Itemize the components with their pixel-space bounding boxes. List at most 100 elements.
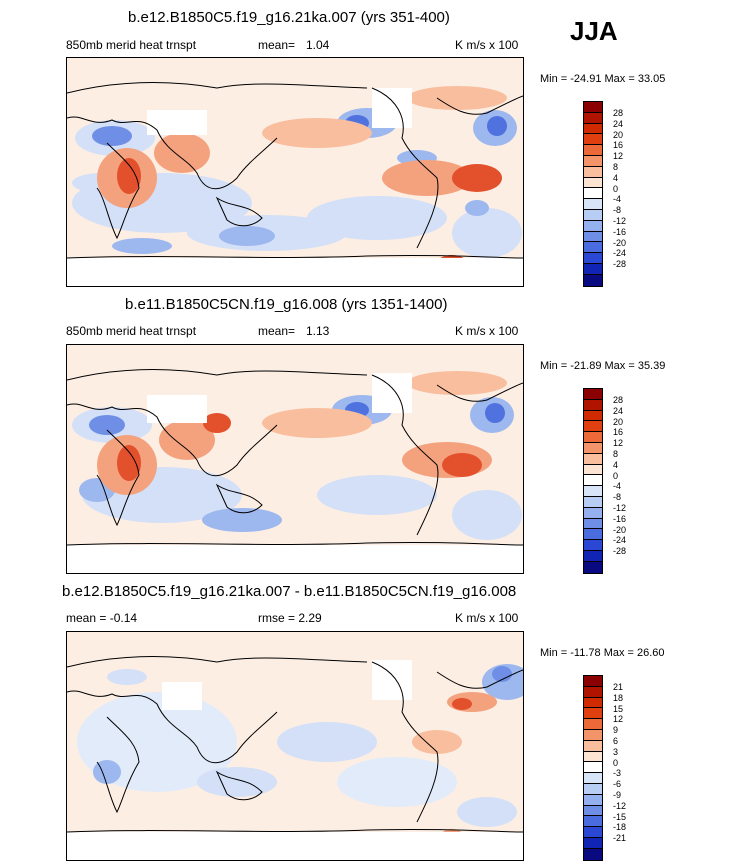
colorbar-tick-label: 9 [613, 725, 619, 736]
colorbar-swatch [584, 762, 602, 774]
colorbar-swatch [584, 199, 602, 210]
colorbar-swatch [584, 145, 602, 156]
colorbar-tick-label: 21 [613, 682, 624, 692]
colorbar-tick-label: 28 [613, 395, 624, 405]
colorbar-swatch [584, 399, 602, 411]
colorbar-swatch [584, 496, 602, 508]
panel-1-units: K m/s x 100 [455, 38, 519, 52]
colorbar-swatch [584, 177, 602, 189]
colorbar-swatch [584, 486, 602, 497]
colorbar-swatch [584, 783, 602, 795]
colorbar-swatch [584, 751, 602, 763]
colorbar-swatch [584, 697, 602, 709]
panel-2-title: b.e11.B1850C5CN.f19_g16.008 (yrs 1351-14… [125, 296, 448, 313]
colorbar-tick-label: 20 [613, 129, 624, 140]
colorbar-swatch [584, 561, 602, 573]
colorbar-tick-label: -9 [613, 790, 622, 800]
colorbar-swatch [584, 816, 602, 828]
colorbar-swatch [584, 540, 602, 551]
colorbar-tick-label: -12 [613, 503, 627, 513]
colorbar-tick-label: 3 [613, 746, 619, 757]
colorbar-tick-label: 24 [613, 118, 624, 129]
colorbar-tick-label: 12 [613, 151, 624, 162]
colorbar-swatch [584, 220, 602, 232]
colorbar-tick-label: -21 [613, 833, 627, 844]
panel-1-mean-label: mean= [258, 38, 296, 52]
colorbar-tick-label: 0 [613, 757, 619, 768]
colorbar-swatch [584, 729, 602, 741]
colorbar-tick-label: -6 [613, 779, 622, 790]
colorbar-tick-label: -8 [613, 205, 622, 216]
colorbar-swatch [584, 827, 602, 838]
panel-1-map [66, 57, 524, 287]
colorbar-swatch [584, 410, 602, 422]
panel-3-mean: mean = -0.14 [66, 611, 138, 625]
colorbar-tick-label: 4 [613, 459, 619, 470]
colorbar-swatch [584, 253, 602, 264]
panel-2-mean-value: 1.13 [306, 324, 330, 338]
colorbar-tick-label: -12 [613, 800, 627, 811]
panel-2-colorbar [583, 388, 603, 574]
colorbar-tick-label: 8 [613, 449, 619, 459]
panel-2-minmax: Min = -21.89 Max = 35.39 [540, 360, 666, 372]
colorbar-swatch [584, 676, 602, 687]
colorbar-tick-label: 4 [613, 172, 619, 183]
colorbar-tick-label: 0 [613, 183, 619, 194]
colorbar-swatch [584, 263, 602, 275]
panel-1-title: b.e12.B1850C5.f19_g16.21ka.007 (yrs 351-… [128, 9, 450, 26]
colorbar-swatch [584, 112, 602, 124]
panel-3-map [66, 631, 524, 861]
colorbar-tick-label: -4 [613, 194, 622, 205]
colorbar-swatch [584, 507, 602, 519]
colorbar-swatch [584, 805, 602, 817]
colorbar-tick-label: 18 [613, 692, 624, 703]
colorbar-swatch [584, 102, 602, 113]
colorbar-swatch [584, 464, 602, 476]
colorbar-tick-label: 15 [613, 703, 624, 714]
colorbar-tick-label: -16 [613, 513, 627, 524]
colorbar-tick-label: -8 [613, 492, 622, 503]
colorbar-swatch [584, 529, 602, 541]
colorbar-tick-label: -20 [613, 237, 627, 248]
panel-3-rmse: rmse = 2.29 [258, 611, 322, 625]
colorbar-tick-label: -24 [613, 535, 627, 546]
colorbar-tick-label: 12 [613, 438, 624, 449]
panel-2-map [66, 344, 524, 574]
colorbar-tick-label: 0 [613, 470, 619, 481]
colorbar-tick-label: 16 [613, 140, 624, 151]
colorbar-tick-label: -15 [613, 811, 627, 822]
colorbar-tick-label: 8 [613, 162, 619, 172]
colorbar-swatch [584, 188, 602, 200]
colorbar-swatch [584, 231, 602, 243]
colorbar-swatch [584, 453, 602, 465]
colorbar-swatch [584, 442, 602, 454]
panel-2-variable-label: 850mb merid heat trnspt [66, 324, 197, 338]
colorbar-swatch [584, 794, 602, 806]
colorbar-swatch [584, 389, 602, 400]
colorbar-swatch [584, 848, 602, 860]
colorbar-swatch [584, 550, 602, 562]
colorbar-swatch [584, 209, 602, 221]
colorbar-tick-label: 20 [613, 416, 624, 427]
colorbar-swatch [584, 475, 602, 487]
panel-1-minmax: Min = -24.91 Max = 33.05 [540, 73, 666, 85]
colorbar-swatch [584, 242, 602, 254]
colorbar-tick-label: 16 [613, 427, 624, 438]
colorbar-tick-label: 12 [613, 714, 624, 725]
colorbar-swatch [584, 708, 602, 720]
panel-1-variable-label: 850mb merid heat trnspt [66, 38, 197, 52]
colorbar-swatch [584, 837, 602, 849]
colorbar-swatch [584, 686, 602, 698]
colorbar-swatch [584, 123, 602, 135]
colorbar-swatch [584, 274, 602, 286]
panel-3-title: b.e12.B1850C5.f19_g16.21ka.007 - b.e11.B… [62, 583, 517, 600]
colorbar-swatch [584, 134, 602, 146]
colorbar-tick-label: -3 [613, 768, 622, 779]
colorbar-swatch [584, 740, 602, 752]
colorbar-swatch [584, 518, 602, 530]
panel-2-units: K m/s x 100 [455, 324, 519, 338]
colorbar-tick-label: -28 [613, 259, 627, 270]
colorbar-swatch [584, 719, 602, 730]
colorbar-tick-label: 24 [613, 405, 624, 416]
colorbar-swatch [584, 432, 602, 443]
